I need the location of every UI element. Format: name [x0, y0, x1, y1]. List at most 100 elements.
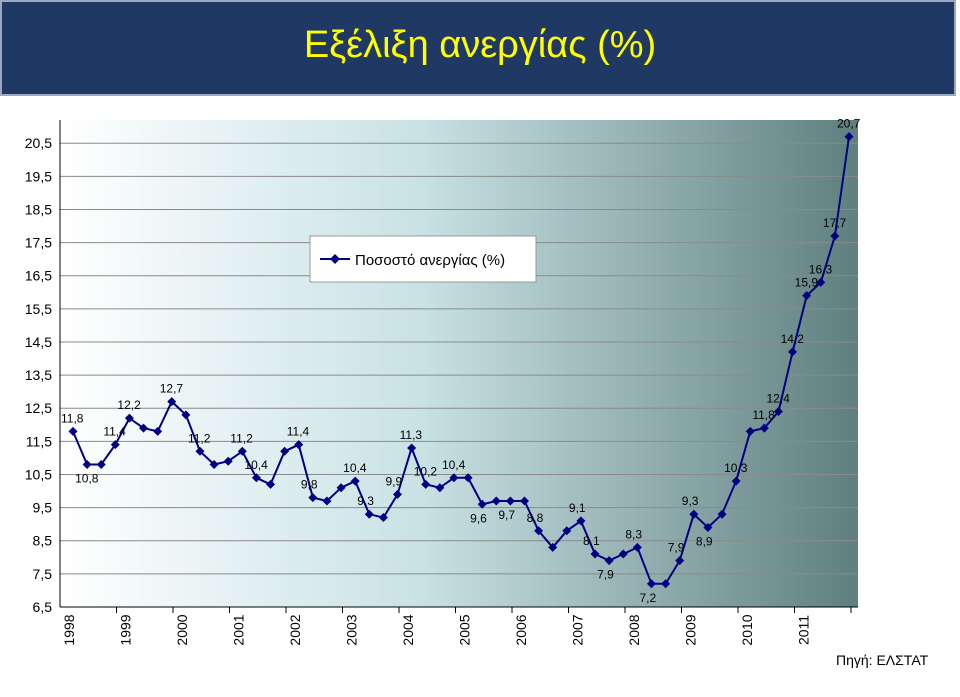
x-tick-label: 2001: [231, 614, 247, 645]
legend: Ποσοστό ανεργίας (%): [309, 235, 537, 283]
data-label: 17,7: [823, 216, 847, 230]
data-label: 12,4: [766, 392, 790, 406]
data-label: 9,9: [386, 474, 403, 488]
data-label: 12,7: [160, 382, 184, 396]
data-points: [68, 132, 854, 589]
data-label: 10,8: [75, 472, 99, 486]
data-point: [209, 460, 219, 470]
data-point: [124, 413, 134, 423]
data-point: [661, 579, 671, 589]
data-point: [745, 426, 755, 436]
data-point: [477, 499, 487, 509]
data-label: 9,3: [357, 494, 374, 508]
data-point: [449, 473, 459, 483]
data-point: [632, 542, 642, 552]
y-tick-label: 11,5: [26, 433, 52, 449]
data-point: [82, 460, 92, 470]
data-point: [562, 526, 572, 536]
data-point: [646, 579, 656, 589]
y-tick-label: 16,5: [25, 268, 52, 284]
data-point: [280, 446, 290, 456]
data-point: [759, 423, 769, 433]
data-label: 7,9: [597, 568, 614, 582]
data-label: 15,9: [795, 276, 819, 290]
data-label: 10,3: [724, 461, 748, 475]
data-point: [548, 542, 558, 552]
data-label: 10,2: [414, 464, 438, 478]
y-tick-label: 9,5: [33, 500, 53, 516]
x-tick-label: 2007: [570, 614, 586, 645]
y-tick-label: 7,5: [33, 566, 53, 582]
data-label: 8,3: [625, 527, 642, 541]
x-tick-label: 2002: [287, 614, 303, 645]
data-point: [294, 440, 304, 450]
y-tick-label: 20,5: [25, 135, 52, 151]
data-point: [407, 443, 417, 453]
data-label: 9,3: [682, 494, 699, 508]
data-label: 7,9: [668, 541, 685, 555]
data-label: 11,2: [230, 431, 253, 445]
data-point: [153, 426, 163, 436]
data-point: [266, 479, 276, 489]
data-point: [576, 516, 586, 526]
data-point: [816, 277, 826, 287]
y-tick-label: 13,5: [25, 367, 52, 383]
data-point: [181, 410, 191, 420]
data-point: [844, 132, 854, 142]
data-point: [110, 440, 120, 450]
data-label: 10,4: [343, 461, 367, 475]
source-note: Πηγή: ΕΛΣΤΑΤ: [836, 652, 929, 668]
data-label: 7,2: [639, 591, 656, 605]
x-tick-label: 2003: [344, 614, 360, 645]
data-point: [689, 509, 699, 519]
x-tick-label: 2009: [683, 614, 699, 645]
data-point: [788, 347, 798, 357]
data-point: [519, 496, 529, 506]
x-tick-label: 2010: [739, 614, 755, 645]
data-point: [802, 291, 812, 301]
data-point: [68, 426, 78, 436]
data-point: [534, 526, 544, 536]
data-point: [364, 509, 374, 519]
data-point: [308, 493, 318, 503]
plot-area: [60, 120, 858, 607]
y-tick-label: 17,5: [25, 235, 52, 251]
data-point: [96, 460, 106, 470]
data-label: 11,4: [287, 425, 310, 439]
data-point: [223, 456, 233, 466]
data-label: 9,8: [301, 478, 318, 492]
x-tick-label: 1998: [61, 614, 77, 645]
data-point: [322, 496, 332, 506]
y-tick-label: 18,5: [25, 201, 52, 217]
series-line: [72, 136, 850, 585]
data-label: 9,1: [569, 501, 586, 515]
data-point: [167, 397, 177, 407]
data-point: [336, 483, 346, 493]
data-point: [463, 473, 473, 483]
data-labels: 11,8 10,8 11,4 12,2 12,7 11,2 11,2 10,4 11,4 9,8 1…: [61, 117, 861, 605]
data-label: 16,3: [809, 262, 833, 276]
data-point: [237, 446, 247, 456]
x-tick-label: 2008: [626, 614, 642, 645]
data-label: 8,8: [527, 511, 544, 525]
y-tick-label: 12,5: [25, 400, 52, 416]
data-point: [675, 556, 685, 566]
y-tick-label: 14,5: [25, 334, 52, 350]
x-tick-label: 2000: [174, 614, 190, 645]
data-point: [830, 231, 840, 241]
data-point: [717, 509, 727, 519]
data-point: [195, 446, 205, 456]
y-tick-label: 19,5: [25, 168, 52, 184]
data-label: 14,2: [781, 332, 805, 346]
x-tick-label: 2006: [513, 614, 529, 645]
data-label: 11,2: [188, 431, 211, 445]
x-axis: 1998 1999 2000 2001 2002 2003 2004 2005 2006 2007…: [61, 607, 852, 646]
data-point: [421, 479, 431, 489]
data-point: [251, 473, 261, 483]
y-tick-label: 8,5: [33, 533, 53, 549]
data-point: [731, 476, 741, 486]
legend-marker: [330, 254, 340, 264]
data-point: [393, 489, 403, 499]
data-label: 10,4: [244, 458, 268, 472]
data-label: 11,8: [61, 411, 84, 425]
